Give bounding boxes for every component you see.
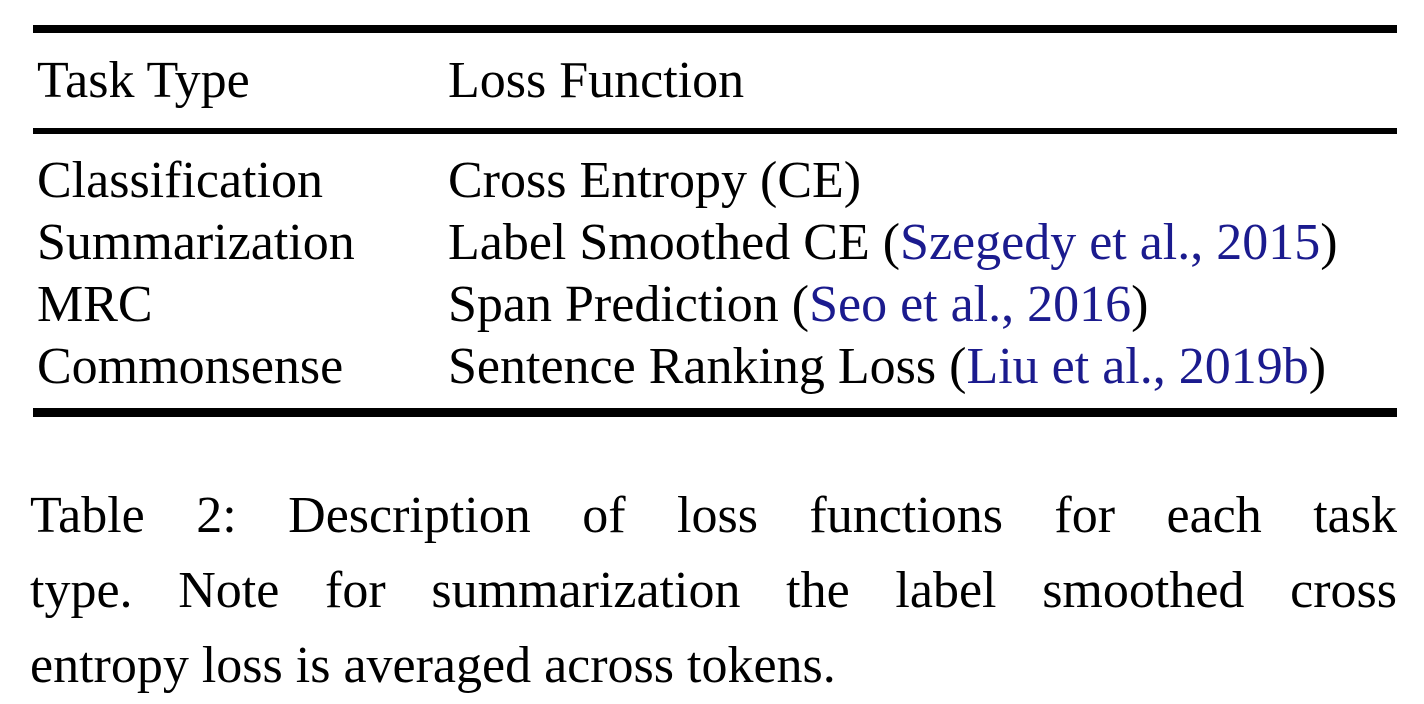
loss-function-cell: Span Prediction (Seo et al., 2016): [448, 274, 1397, 336]
loss-function-cell: Sentence Ranking Loss (Liu et al., 2019b…: [448, 336, 1397, 398]
loss-text: Label Smoothed CE (: [448, 214, 901, 271]
caption-line: Table 2: Description of loss functions f…: [30, 487, 1397, 544]
citation-link-szegedy-2015[interactable]: Szegedy et al., 2015: [900, 214, 1321, 271]
table-row: Classification Cross Entropy (CE): [33, 150, 1397, 212]
column-header-loss-function: Loss Function: [448, 52, 745, 109]
table-row: Summarization Label Smoothed CE (Szegedy…: [33, 212, 1397, 274]
loss-function-table: Task Type Loss Function Classification C…: [33, 25, 1397, 417]
loss-text: Cross Entropy (CE): [448, 152, 862, 209]
citation-close-paren: ): [1320, 214, 1338, 271]
table-top-rule: [33, 25, 1397, 33]
loss-text: Sentence Ranking Loss (: [448, 338, 967, 395]
task-type-cell: Classification: [37, 152, 323, 209]
table-mid-rule: [33, 128, 1397, 134]
table-body: Classification Cross Entropy (CE) Summar…: [33, 134, 1397, 408]
table-row: Commonsense Sentence Ranking Loss (Liu e…: [33, 336, 1397, 398]
citation-close-paren: ): [1308, 338, 1327, 395]
citation-close-paren: ): [1131, 276, 1149, 333]
table-bottom-rule: [33, 408, 1397, 417]
loss-text: Span Prediction (: [448, 276, 810, 333]
table-header-row: Task Type Loss Function: [33, 33, 1397, 128]
citation-link-seo-2016[interactable]: Seo et al., 2016: [809, 276, 1132, 333]
table-row: MRC Span Prediction (Seo et al., 2016): [33, 274, 1397, 336]
caption-line: entropy loss is averaged across tokens.: [30, 637, 836, 694]
loss-function-cell: Cross Entropy (CE): [448, 150, 1397, 212]
table-caption: Table 2: Description of loss functions f…: [30, 478, 1397, 703]
task-type-cell: Summarization: [37, 214, 355, 271]
citation-link-liu-2019b[interactable]: Liu et al., 2019b: [966, 338, 1309, 395]
task-type-cell: MRC: [37, 276, 153, 333]
column-header-task-type: Task Type: [37, 52, 250, 109]
loss-function-cell: Label Smoothed CE (Szegedy et al., 2015): [448, 212, 1397, 274]
task-type-cell: Commonsense: [37, 338, 344, 395]
caption-line: type. Note for summarization the label s…: [30, 562, 1397, 619]
